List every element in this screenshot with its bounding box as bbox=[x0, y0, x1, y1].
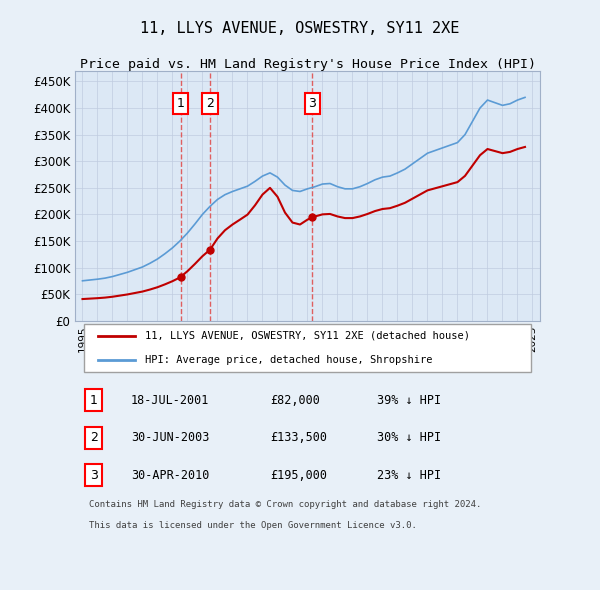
Text: 3: 3 bbox=[308, 97, 316, 110]
Text: £195,000: £195,000 bbox=[270, 468, 328, 481]
Text: Contains HM Land Registry data © Crown copyright and database right 2024.: Contains HM Land Registry data © Crown c… bbox=[89, 500, 481, 509]
Text: 30-JUN-2003: 30-JUN-2003 bbox=[131, 431, 209, 444]
Text: 2: 2 bbox=[206, 97, 214, 110]
Text: 30-APR-2010: 30-APR-2010 bbox=[131, 468, 209, 481]
Text: 3: 3 bbox=[89, 468, 98, 481]
Text: 30% ↓ HPI: 30% ↓ HPI bbox=[377, 431, 442, 444]
Text: 11, LLYS AVENUE, OSWESTRY, SY11 2XE: 11, LLYS AVENUE, OSWESTRY, SY11 2XE bbox=[140, 21, 460, 35]
Text: 1: 1 bbox=[176, 97, 185, 110]
Text: This data is licensed under the Open Government Licence v3.0.: This data is licensed under the Open Gov… bbox=[89, 522, 417, 530]
Text: 11, LLYS AVENUE, OSWESTRY, SY11 2XE (detached house): 11, LLYS AVENUE, OSWESTRY, SY11 2XE (det… bbox=[145, 331, 470, 341]
Text: 2: 2 bbox=[89, 431, 98, 444]
Title: Price paid vs. HM Land Registry's House Price Index (HPI): Price paid vs. HM Land Registry's House … bbox=[79, 58, 536, 71]
Text: £133,500: £133,500 bbox=[270, 431, 328, 444]
Text: 39% ↓ HPI: 39% ↓ HPI bbox=[377, 394, 442, 407]
Text: 1: 1 bbox=[89, 394, 98, 407]
Text: HPI: Average price, detached house, Shropshire: HPI: Average price, detached house, Shro… bbox=[145, 355, 432, 365]
Text: 18-JUL-2001: 18-JUL-2001 bbox=[131, 394, 209, 407]
Text: 23% ↓ HPI: 23% ↓ HPI bbox=[377, 468, 442, 481]
Text: £82,000: £82,000 bbox=[270, 394, 320, 407]
FancyBboxPatch shape bbox=[84, 324, 531, 372]
